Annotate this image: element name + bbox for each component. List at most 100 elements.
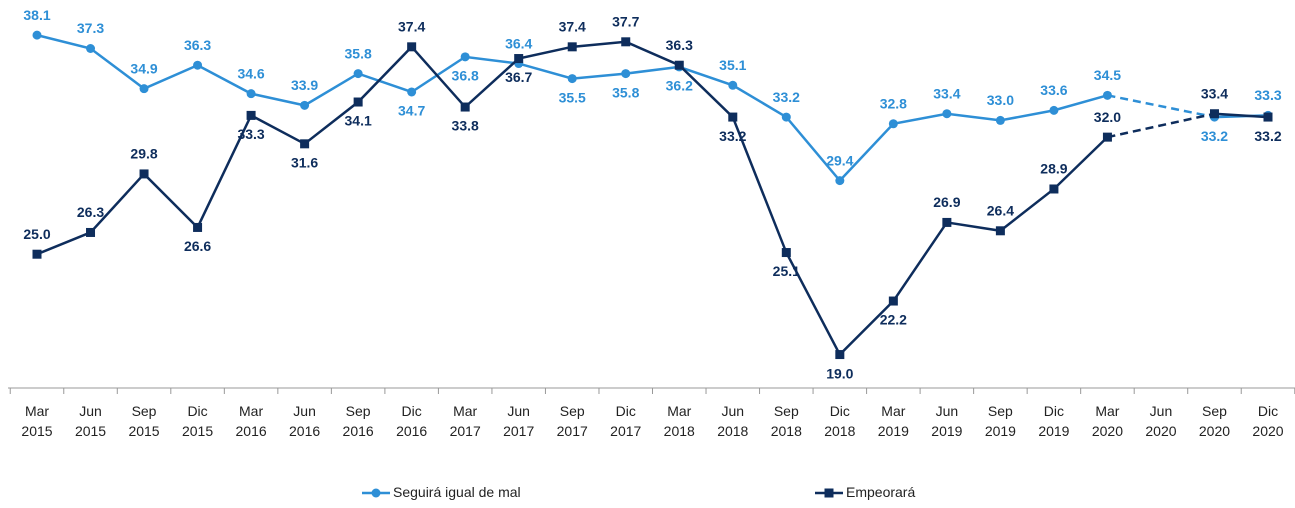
x-tick-label: Mar 2019 xyxy=(877,403,909,439)
series-line xyxy=(1214,112,1269,119)
x-tick-label: Sep 2018 xyxy=(770,403,802,439)
value-label: 34.1 xyxy=(345,113,372,129)
x-tick-label: Mar 2020 xyxy=(1091,403,1123,439)
value-label: 19.0 xyxy=(826,365,853,381)
point xyxy=(835,350,845,360)
value-label: 36.3 xyxy=(184,37,211,53)
point xyxy=(1209,109,1219,119)
x-tick-label: Sep 2019 xyxy=(984,403,1016,439)
point xyxy=(193,60,203,70)
value-label: 25.0 xyxy=(23,226,50,242)
point xyxy=(32,249,42,259)
value-label: 36.7 xyxy=(505,69,532,85)
x-tick-label: Jun 2019 xyxy=(931,403,963,439)
point xyxy=(407,42,417,52)
point xyxy=(139,84,149,94)
value-label: 35.8 xyxy=(612,84,639,100)
value-label: 33.3 xyxy=(1254,87,1281,103)
value-label: 33.0 xyxy=(987,92,1014,108)
point xyxy=(1263,112,1273,122)
x-tick-label: Mar 2017 xyxy=(449,403,481,439)
x-tick-label: Sep 2016 xyxy=(342,403,374,439)
series-line xyxy=(36,33,1108,183)
point xyxy=(246,89,256,99)
projection-line xyxy=(1107,112,1215,139)
point xyxy=(514,54,524,64)
x-tick-label: Dic 2015 xyxy=(181,403,214,439)
value-label: 26.4 xyxy=(987,202,1014,218)
value-label: 34.6 xyxy=(237,65,264,81)
x-tick-label: Sep 2017 xyxy=(556,403,588,439)
value-label: 34.7 xyxy=(398,103,425,119)
point xyxy=(139,169,149,179)
value-label: 33.8 xyxy=(452,118,479,134)
value-label: 35.8 xyxy=(345,45,372,61)
value-label: 36.4 xyxy=(505,35,532,51)
point xyxy=(407,87,417,97)
point xyxy=(1049,105,1059,115)
point xyxy=(781,248,791,258)
point xyxy=(460,102,470,112)
point xyxy=(995,226,1005,236)
x-tick-label: Sep 2020 xyxy=(1198,403,1231,439)
point xyxy=(728,80,738,90)
x-tick-label: Jun 2017 xyxy=(503,403,535,439)
point xyxy=(567,74,577,84)
value-label: 34.9 xyxy=(130,60,157,76)
point xyxy=(1102,132,1112,142)
x-tick-label: Jun 2015 xyxy=(74,403,107,439)
value-label: 32.0 xyxy=(1094,109,1121,125)
value-label: 25.1 xyxy=(773,263,800,279)
x-tick-label: Dic 2016 xyxy=(396,403,428,439)
value-label: 35.5 xyxy=(559,89,586,105)
point xyxy=(888,296,898,306)
value-label: 36.3 xyxy=(666,37,693,53)
x-tick-label: Sep 2015 xyxy=(128,403,160,439)
value-label: 37.4 xyxy=(559,19,586,35)
x-tick-label: Mar 2018 xyxy=(663,403,695,439)
x-tick-label: Mar 2015 xyxy=(21,403,53,439)
x-tick-label: Dic 2019 xyxy=(1038,403,1070,439)
x-tick-label: Mar 2016 xyxy=(235,403,267,439)
legend-marker xyxy=(824,488,834,498)
point xyxy=(728,112,738,122)
value-label: 26.6 xyxy=(184,238,211,254)
point xyxy=(942,109,952,119)
value-label: 35.1 xyxy=(719,57,746,73)
value-label: 31.6 xyxy=(291,155,318,171)
legend-marker xyxy=(371,488,381,498)
point xyxy=(32,30,42,40)
value-label: 37.7 xyxy=(612,14,639,30)
value-label: 33.4 xyxy=(1201,85,1228,101)
x-tick-label: Dic 2017 xyxy=(610,403,642,439)
point xyxy=(621,69,631,79)
point xyxy=(86,227,96,237)
value-label: 29.4 xyxy=(826,152,853,168)
x-tick-label: Dic 2018 xyxy=(824,403,856,439)
value-label: 33.2 xyxy=(1201,128,1228,144)
value-label: 33.9 xyxy=(291,77,318,93)
value-label: 28.9 xyxy=(1040,161,1067,177)
x-tick-label: Dic 2020 xyxy=(1252,403,1284,439)
point xyxy=(621,37,631,47)
point xyxy=(835,176,845,186)
value-label: 33.2 xyxy=(773,89,800,105)
legend-label: Empeorará xyxy=(846,484,916,500)
point xyxy=(300,139,310,149)
value-label: 37.4 xyxy=(398,19,425,35)
point xyxy=(1049,184,1059,194)
value-label: 29.8 xyxy=(130,146,157,162)
point xyxy=(193,222,203,232)
point xyxy=(460,52,470,62)
point xyxy=(353,97,363,107)
point xyxy=(86,44,96,53)
value-label: 36.8 xyxy=(452,68,479,84)
point xyxy=(942,217,952,227)
x-tick-label: Jun 2016 xyxy=(289,403,321,439)
value-label: 38.1 xyxy=(23,7,50,23)
value-label: 26.9 xyxy=(933,194,960,210)
value-label: 32.8 xyxy=(880,95,907,111)
point xyxy=(300,100,310,110)
